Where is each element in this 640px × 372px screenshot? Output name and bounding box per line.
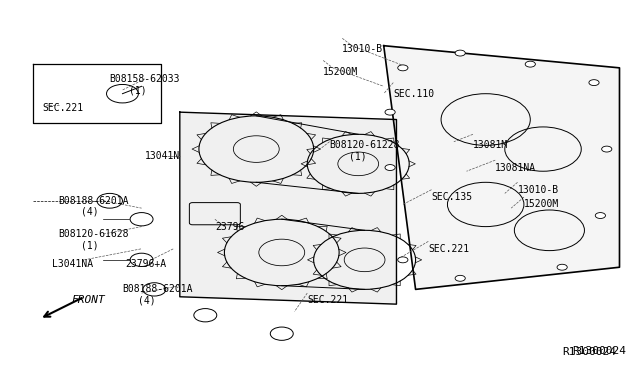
Text: 15200M: 15200M xyxy=(323,67,358,77)
Circle shape xyxy=(602,146,612,152)
Circle shape xyxy=(589,80,599,86)
Text: B08158-62033: B08158-62033 xyxy=(109,74,180,84)
Polygon shape xyxy=(180,112,396,304)
Text: 13010-B: 13010-B xyxy=(342,44,383,54)
Circle shape xyxy=(455,275,465,281)
Circle shape xyxy=(595,212,605,218)
Text: (1): (1) xyxy=(129,85,147,95)
Text: R1300024: R1300024 xyxy=(562,347,616,357)
Text: B08188-6201A: B08188-6201A xyxy=(122,284,193,294)
Text: SEC.221: SEC.221 xyxy=(428,244,470,254)
Circle shape xyxy=(397,257,408,263)
Circle shape xyxy=(455,50,465,56)
Circle shape xyxy=(397,65,408,71)
Circle shape xyxy=(385,164,395,170)
Polygon shape xyxy=(384,46,620,289)
Text: B08120-61628: B08120-61628 xyxy=(59,229,129,239)
Text: B08120-61228: B08120-61228 xyxy=(330,140,400,150)
Text: 23796: 23796 xyxy=(215,222,244,232)
Text: 15200M: 15200M xyxy=(524,199,559,209)
Text: 13081M: 13081M xyxy=(473,140,508,150)
Text: 13010-B: 13010-B xyxy=(518,185,559,195)
Text: (1): (1) xyxy=(81,240,99,250)
Circle shape xyxy=(557,264,567,270)
Circle shape xyxy=(385,109,395,115)
Text: R1300024: R1300024 xyxy=(572,346,626,356)
Text: FRONT: FRONT xyxy=(72,295,105,305)
Text: 23796+A: 23796+A xyxy=(125,259,167,269)
Text: (4): (4) xyxy=(81,207,99,217)
Text: SEC.221: SEC.221 xyxy=(307,295,348,305)
Text: SEC.110: SEC.110 xyxy=(394,89,435,99)
Text: L3041NA: L3041NA xyxy=(52,259,93,269)
Text: B08188-6201A: B08188-6201A xyxy=(59,196,129,206)
Text: SEC.221: SEC.221 xyxy=(43,103,84,113)
Text: 13081NA: 13081NA xyxy=(495,163,536,173)
Text: 13041N: 13041N xyxy=(145,151,180,161)
Text: SEC.135: SEC.135 xyxy=(431,192,472,202)
Circle shape xyxy=(525,61,536,67)
Text: (4): (4) xyxy=(138,295,156,305)
Text: (1): (1) xyxy=(349,151,366,161)
